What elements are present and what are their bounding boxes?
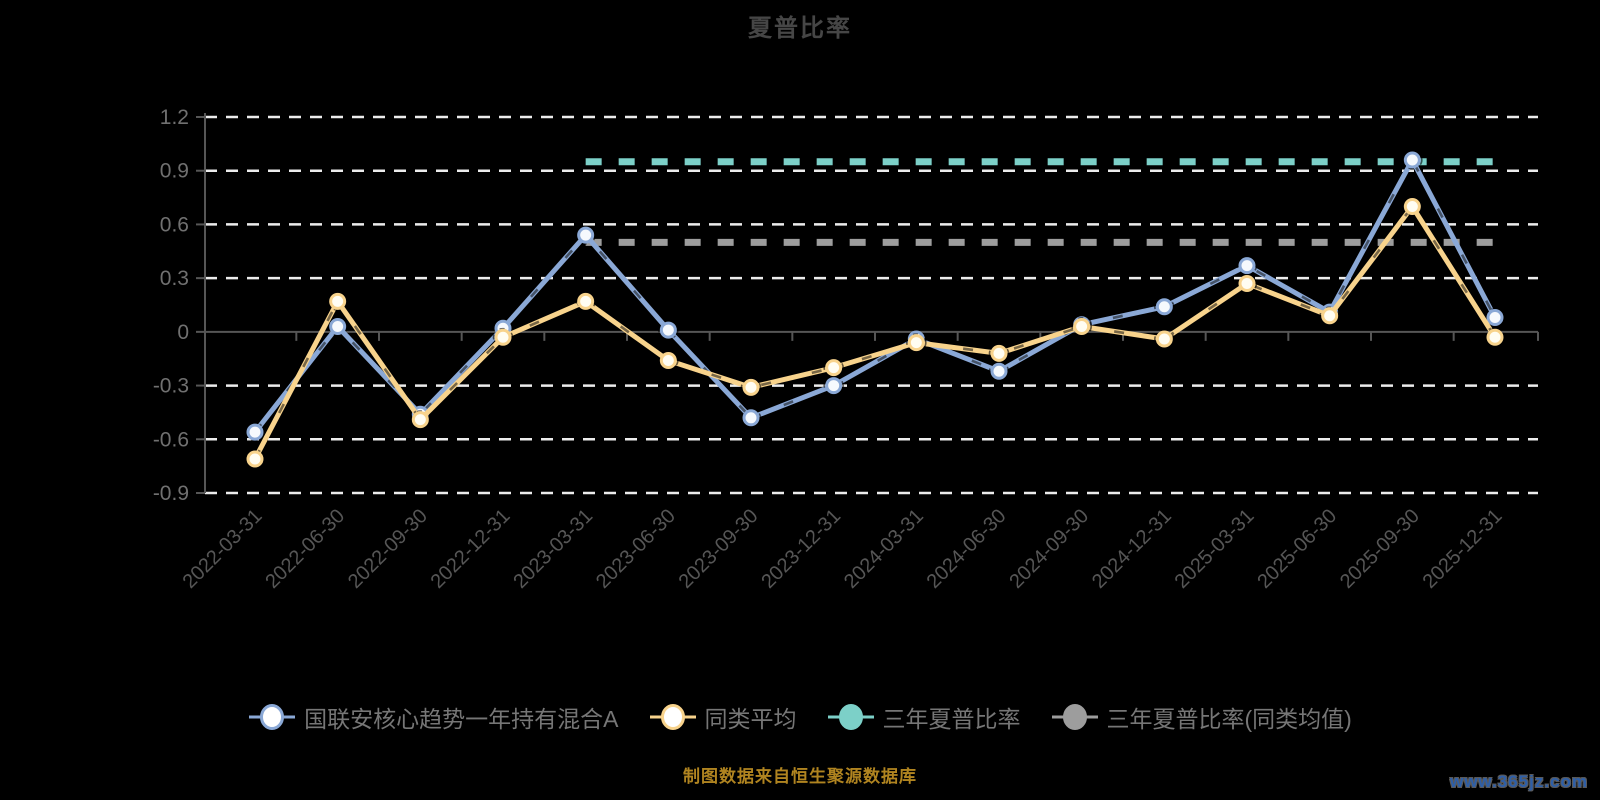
x-tick-label: 2023-03-31: [509, 505, 597, 593]
plot-area: 1.2 0.9 0.6 0.3 0 -0.3 -0.6 -0.9 2022-03-31 2022-…: [153, 106, 1539, 593]
legend-item-fund[interactable]: 国联安核心趋势一年持有混合A: [248, 700, 619, 734]
series-line-sketch-overlay: [253, 158, 1497, 433]
data-point-sketch-ring: [740, 408, 762, 428]
chart-title: 夏普比率: [748, 15, 852, 42]
data-point-sketch-ring: [244, 422, 266, 442]
data-point[interactable]: [1403, 151, 1421, 169]
x-tick-label: 2025-09-30: [1336, 505, 1424, 593]
legend-label-fund: 国联安核心趋势一年持有混合A: [304, 706, 619, 732]
data-point-sketch-ring: [244, 449, 266, 469]
data-point-sketch-ring: [658, 320, 679, 340]
data-point-sketch-ring: [575, 225, 596, 245]
x-tick-label: 2025-06-30: [1253, 505, 1341, 593]
legend-item-peer-average[interactable]: 同类平均: [649, 700, 797, 734]
watermark: www.365jz.com: [1449, 772, 1588, 791]
data-point-sketch-ring: [410, 410, 431, 429]
y-tick-label: 1.2: [160, 106, 189, 129]
x-tick-label: 2025-12-31: [1419, 505, 1507, 593]
x-tick-label: 2022-09-30: [344, 505, 432, 593]
data-point[interactable]: [659, 321, 677, 339]
x-tick-label: 2024-06-30: [923, 505, 1011, 593]
y-tick-label: -0.3: [153, 375, 189, 398]
legend-label-peer-average: 同类平均: [704, 706, 797, 732]
legend: 国联安核心趋势一年持有混合A 同类平均 三年夏普比率 三年夏普比率(同类均值): [0, 700, 1600, 734]
data-point[interactable]: [411, 411, 429, 429]
data-point-sketch-ring: [658, 351, 679, 370]
x-tick-label: 2022-03-31: [179, 505, 267, 593]
series-line: [252, 157, 1498, 435]
data-point-sketch-ring: [575, 292, 596, 311]
x-tick-label: 2025-03-31: [1171, 505, 1259, 593]
data-point[interactable]: [246, 450, 264, 468]
data-point-sketch-ring: [1154, 297, 1175, 317]
data-point-sketch-ring: [1236, 274, 1258, 293]
legend-label-3yr-sharpe: 三年夏普比率: [882, 706, 1021, 732]
y-tick-label: -0.6: [153, 428, 189, 451]
data-point[interactable]: [1073, 317, 1091, 335]
fund-series-marker-icon: [248, 704, 296, 730]
data-point[interactable]: [1486, 328, 1504, 346]
legend-label-3yr-sharpe-peer-mean: 三年夏普比率(同类均值): [1106, 706, 1352, 732]
x-tick-label: 2022-12-31: [427, 505, 515, 593]
y-tick-label: 0.9: [160, 160, 189, 183]
data-point[interactable]: [329, 292, 347, 310]
x-tick-label: 2023-12-31: [757, 505, 845, 593]
data-point[interactable]: [1403, 198, 1421, 216]
data-point-sketch-ring: [1402, 197, 1423, 216]
y-tick-label: 0.3: [160, 267, 189, 290]
y-tick-label: 0: [177, 321, 189, 344]
data-point[interactable]: [1321, 307, 1339, 325]
y-tick-label: -0.9: [153, 482, 189, 505]
x-tick-label: 2024-03-31: [840, 505, 928, 593]
data-point-sketch-ring: [823, 358, 844, 378]
legend-item-3yr-sharpe[interactable]: 三年夏普比率: [827, 700, 1021, 734]
data-point-sketch-ring: [1071, 317, 1092, 336]
x-tick-label: 2024-09-30: [1005, 505, 1093, 593]
data-point[interactable]: [1238, 275, 1256, 293]
data-point[interactable]: [1238, 257, 1256, 275]
data-source-note: 制图数据来自恒生聚源数据库: [683, 767, 917, 786]
data-point[interactable]: [577, 292, 595, 310]
data-point-sketch-ring: [327, 317, 348, 336]
data-point[interactable]: [825, 377, 843, 395]
legend-item-3yr-sharpe-peer-mean[interactable]: 三年夏普比率(同类均值): [1051, 700, 1352, 734]
peer-average-series-marker-icon: [649, 704, 697, 730]
chart-canvas: 1.20.90.60.30-0.3-0.6-0.92022-03-312022-…: [153, 106, 1539, 593]
data-point-sketch-ring: [1319, 306, 1340, 326]
data-point-sketch-ring: [740, 377, 762, 397]
y-tick-label: 0.6: [160, 213, 189, 236]
data-point[interactable]: [659, 352, 677, 370]
data-point[interactable]: [990, 362, 1008, 380]
data-point-sketch-ring: [906, 333, 927, 353]
data-point-sketch-ring: [988, 343, 1010, 363]
data-point[interactable]: [494, 328, 512, 346]
three-year-sharpe-peer-mean-marker-icon: [1051, 704, 1099, 730]
data-point[interactable]: [825, 359, 843, 377]
data-point[interactable]: [1486, 309, 1504, 327]
data-point[interactable]: [577, 226, 595, 244]
data-point-sketch-ring: [1402, 150, 1423, 170]
x-tick-label: 2024-12-31: [1088, 505, 1176, 593]
x-tick-label: 2023-06-30: [592, 505, 680, 593]
data-point[interactable]: [990, 344, 1008, 362]
data-point[interactable]: [907, 334, 925, 352]
data-point[interactable]: [742, 409, 760, 427]
data-point-sketch-ring: [1484, 327, 1506, 347]
series-line: [252, 204, 1498, 462]
data-point-sketch-ring: [1154, 329, 1175, 349]
data-point[interactable]: [1155, 298, 1173, 316]
data-point[interactable]: [742, 378, 760, 396]
data-point[interactable]: [1155, 330, 1173, 348]
x-tick-label: 2023-09-30: [675, 505, 763, 593]
three-year-sharpe-marker-icon: [827, 704, 875, 730]
data-point-sketch-ring: [327, 292, 348, 311]
data-point-sketch-ring: [492, 327, 514, 347]
data-point[interactable]: [246, 423, 264, 441]
x-tick-label: 2022-06-30: [261, 505, 349, 593]
data-point[interactable]: [329, 317, 347, 335]
